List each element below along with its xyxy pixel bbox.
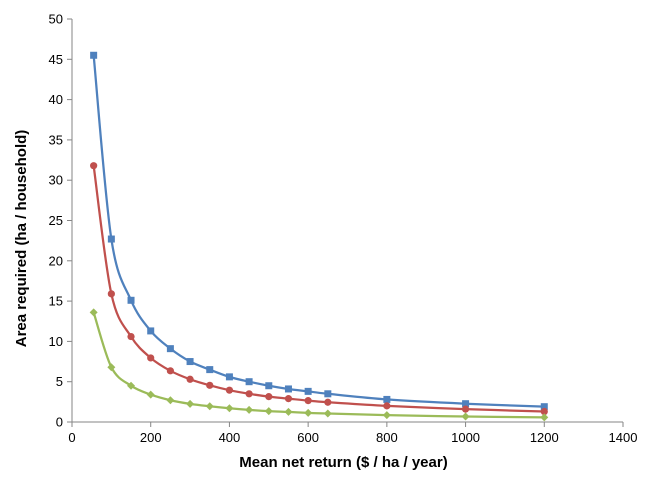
x-tick-label: 800 [376,430,398,445]
data-point [147,327,155,335]
data-point [186,375,194,383]
data-point [107,235,115,243]
y-tick-label: 45 [49,52,63,67]
data-point [540,413,549,422]
data-point [89,308,98,317]
data-point [206,366,214,374]
y-tick-label: 10 [49,334,63,349]
x-tick-label: 600 [297,430,319,445]
data-point [166,345,174,353]
y-axis-title: Area required (ha / household) [13,130,30,348]
series-line [92,312,545,419]
data-point [461,405,470,413]
data-point [324,390,332,398]
data-point [245,378,253,386]
data-point [186,358,194,366]
y-tick-label: 20 [49,253,63,268]
y-tick-label: 30 [49,173,63,188]
data-point [147,354,155,362]
data-point [206,381,214,389]
data-point [107,363,116,372]
x-tick-label: 0 [68,430,75,445]
data-point [186,399,195,408]
x-axis-title: Mean net return ($ / ha / year) [239,454,447,471]
x-tick-label: 400 [219,430,241,445]
data-point [323,409,332,418]
data-point [383,402,391,410]
data-point [90,162,98,170]
data-point [127,332,135,341]
data-point [225,373,233,381]
data-point [304,387,312,395]
y-tick-label: 15 [49,294,63,309]
series-2 [90,162,548,416]
x-tick-label: 1400 [609,430,638,445]
data-point [284,395,293,403]
series-line [92,55,545,408]
series-line [92,165,545,413]
data-point [265,382,273,390]
axes [67,18,624,427]
x-tick-label: 200 [140,430,162,445]
data-point [245,405,254,414]
y-tick-label: 25 [49,213,63,228]
data-point [540,403,548,411]
x-tick-labels: 0 200 400 600 800 1000 1200 1400 [68,430,637,445]
series-1 [90,51,548,411]
data-point [304,397,312,405]
data-point [245,390,253,398]
x-tick-label: 1000 [451,430,480,445]
y-tick-label: 0 [56,415,63,430]
data-point [284,407,293,416]
data-point [383,395,391,403]
y-tick-label: 35 [49,132,63,147]
data-point [540,407,548,416]
y-tick-labels: 0 5 10 15 20 25 30 35 40 45 50 [49,12,63,430]
data-point [127,296,135,304]
data-point [265,393,273,401]
data-point [127,381,136,390]
series-3 [89,308,549,422]
y-tick-label: 50 [49,12,63,27]
data-point [462,400,470,408]
data-point [382,411,391,420]
x-tick-label: 1200 [530,430,559,445]
y-tick-label: 5 [56,374,63,389]
data-point [146,390,155,399]
data-point [225,386,234,394]
data-point [264,407,273,416]
y-tick-label: 40 [49,92,63,107]
data-point [166,396,175,405]
data-point [461,412,470,421]
series-layer [89,51,549,422]
data-point [324,398,332,406]
data-point [90,51,98,59]
data-point [304,408,313,417]
data-point [225,404,234,413]
data-point [205,402,214,411]
data-point [166,367,174,375]
data-point [284,385,292,393]
data-point [107,290,115,298]
